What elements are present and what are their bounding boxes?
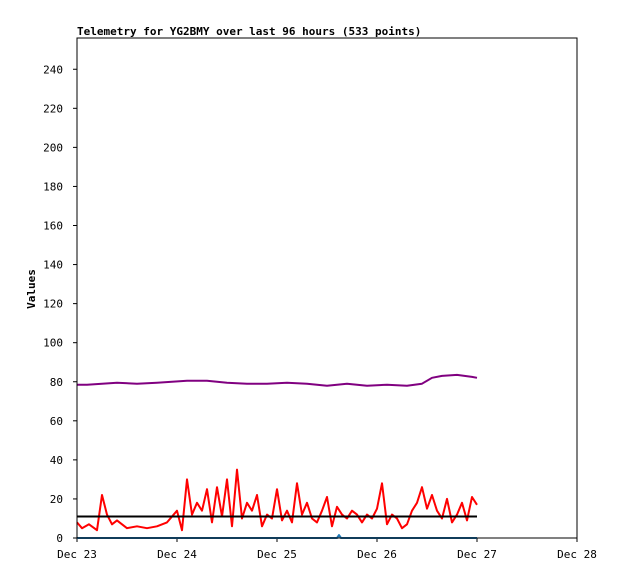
y-axis-label: Values: [25, 269, 38, 309]
x-tick-label: Dec 24: [157, 548, 197, 561]
y-tick-label: 100: [43, 337, 63, 350]
y-tick-label: 180: [43, 180, 63, 193]
y-tick-label: 120: [43, 298, 63, 311]
series-line-2: [76, 468, 478, 532]
x-axis-ticks: Dec 23 Dec 24 Dec 25 Dec 26 Dec 27 Dec 28: [57, 538, 597, 561]
y-tick-label: 140: [43, 259, 63, 272]
y-tick-label: 80: [50, 376, 63, 389]
y-tick-label: 40: [50, 454, 63, 467]
x-tick-label: Dec 26: [357, 548, 397, 561]
x-tick-label: Dec 27: [457, 548, 497, 561]
x-tick-label: Dec 23: [57, 548, 97, 561]
chart-title: Telemetry for YG2BMY over last 96 hours …: [77, 25, 421, 38]
y-tick-label: 200: [43, 141, 63, 154]
x-tick-label: Dec 28: [557, 548, 597, 561]
y-tick-label: 220: [43, 102, 63, 115]
y-tick-label: 240: [43, 63, 63, 76]
y-axis-ticks: 0 20 40 60 80 100 120 140 160 180 200 220 240: [43, 63, 77, 545]
x-tick-label: Dec 25: [257, 548, 297, 561]
plot-frame: [76, 37, 578, 539]
y-tick-label: 0: [56, 532, 63, 545]
y-tick-label: 60: [50, 415, 63, 428]
series-line-1: [77, 373, 478, 387]
y-tick-label: 160: [43, 220, 63, 233]
y-tick-label: 20: [50, 493, 63, 506]
